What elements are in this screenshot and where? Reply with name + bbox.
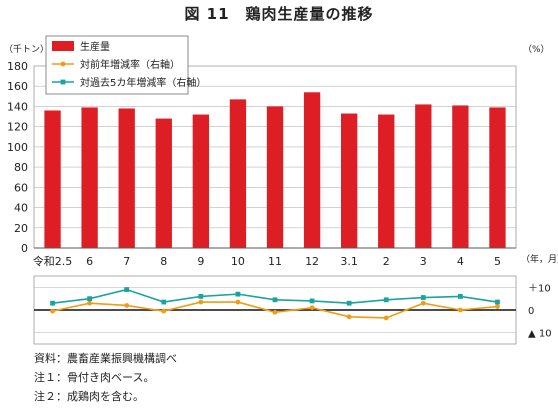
y-tick-label: 0 — [21, 242, 28, 255]
five-year-rate-point — [50, 300, 55, 306]
axes: 0 20 40 60 80 100 120 140 160 180 （千トン） （%） 令和2.5 6 7 8… — [4, 44, 558, 268]
five-year-rate-point — [272, 297, 278, 303]
bar — [378, 114, 395, 249]
y-tick-label: 20 — [14, 222, 28, 235]
y-tick-label: 100 — [7, 141, 28, 154]
five-year-rate-point — [198, 294, 204, 299]
source-note: 資料：農畜産業振興機構調べ — [34, 352, 177, 365]
yoy-rate-point — [457, 307, 463, 313]
legend-swatch-bar — [52, 41, 74, 51]
yoy-rate-point — [161, 308, 167, 314]
y-tick-label: 60 — [14, 181, 28, 194]
x-tick-label: 9 — [197, 255, 204, 268]
x-tick-label: 7 — [123, 255, 130, 268]
yoy-rate-point — [495, 304, 500, 309]
yoy-rate-point — [50, 308, 55, 314]
secondary-tick-label: ＋10 — [528, 283, 551, 294]
legend-swatch-marker — [60, 61, 66, 67]
yoy-rate-point — [346, 314, 352, 320]
yoy-rate-point — [309, 305, 315, 311]
x-tick-label: 10 — [231, 255, 245, 268]
x-tick-label: 2 — [383, 255, 390, 268]
five-year-rate-point — [235, 291, 241, 297]
legend-label: 対過去5カ年増減率（右軸） — [80, 76, 206, 89]
x-tick-label: 12 — [305, 255, 319, 268]
five-year-rate-point — [457, 294, 463, 299]
five-year-rate-point — [420, 295, 426, 300]
x-tick-label: 3.1 — [340, 255, 358, 268]
secondary-tick-label: ▲ 10 — [528, 329, 552, 340]
bar — [81, 107, 98, 248]
bar — [489, 107, 506, 248]
bar — [303, 92, 321, 249]
five-year-rate-point — [87, 296, 93, 302]
x-tick-label: 5 — [494, 255, 501, 268]
x-tick-label: 8 — [160, 255, 167, 268]
right-axis-unit: （%） — [523, 44, 550, 55]
legend-label: 生産量 — [80, 40, 110, 53]
x-axis-unit: （年，月） — [521, 253, 558, 265]
bar — [44, 110, 61, 248]
bar — [155, 118, 172, 248]
yoy-rate-point — [198, 299, 204, 305]
five-year-rate-point — [309, 298, 315, 304]
bar — [229, 99, 247, 248]
five-year-rate-point — [346, 300, 352, 306]
y-tick-label: 120 — [7, 121, 28, 134]
y-tick-label: 180 — [7, 60, 28, 73]
y-tick-label: 160 — [7, 80, 28, 93]
bar — [266, 106, 284, 248]
yoy-rate-point — [235, 299, 241, 305]
five-year-rate-point — [161, 299, 167, 305]
secondary-panel: ＋10 0 ▲ 10 — [33, 275, 552, 345]
x-tick-label: 令和2.5 — [33, 254, 73, 268]
note-2: 注２：成鶏肉を含む。 — [34, 390, 144, 403]
chart-title: 図 11 鶏肉生産量の推移 — [184, 5, 374, 23]
note-1: 注１：骨付き肉ベース。 — [34, 371, 155, 384]
y-tick-label: 80 — [14, 161, 28, 174]
legend-label: 対前年増減率（右軸） — [80, 58, 180, 71]
x-tick-label: 3 — [420, 255, 427, 268]
x-tick-label: 6 — [86, 255, 93, 268]
x-tick-label: 11 — [268, 255, 282, 268]
secondary-tick-label: 0 — [528, 306, 534, 317]
yoy-rate-point — [383, 315, 389, 321]
five-year-rate-point — [124, 287, 130, 292]
x-tick-label: 4 — [457, 255, 464, 268]
bar — [192, 114, 210, 249]
bar — [452, 105, 469, 248]
yoy-rate-point — [87, 300, 93, 306]
bar — [340, 113, 358, 249]
bar — [415, 104, 432, 248]
five-year-rate-point — [495, 299, 500, 305]
yoy-rate-point — [124, 303, 130, 308]
yoy-rate-point — [420, 300, 426, 306]
y-tick-label: 40 — [14, 202, 28, 215]
five-year-rate-point — [383, 297, 389, 303]
yoy-rate-point — [272, 309, 278, 315]
y-tick-label: 140 — [7, 100, 28, 113]
legend-swatch-marker — [60, 79, 66, 85]
bar — [118, 108, 135, 248]
left-axis-unit: （千トン） — [4, 44, 49, 55]
bar-series — [44, 92, 506, 249]
